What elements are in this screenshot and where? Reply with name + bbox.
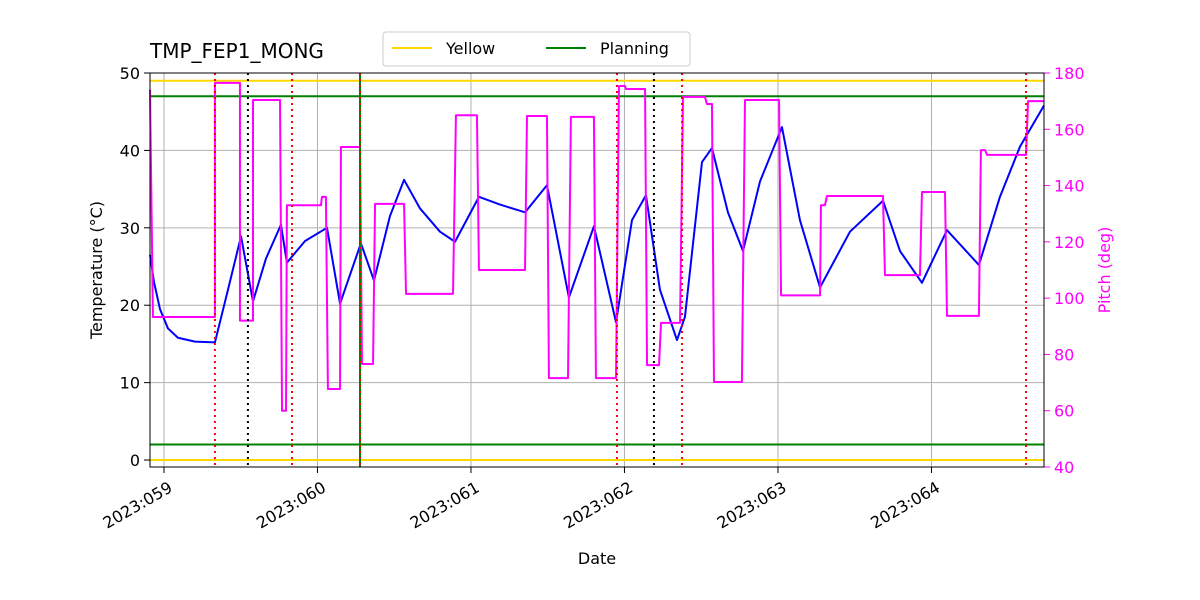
x-axis-label: Date — [578, 549, 616, 568]
y2-tick-label: 80 — [1054, 345, 1074, 364]
plot-frame — [149, 72, 1045, 468]
legend-label: Yellow — [445, 39, 495, 58]
y2-tick-label: 180 — [1054, 64, 1085, 83]
chart-title: TMP_FEP1_MONG — [149, 39, 324, 63]
data-line — [149, 81, 1044, 412]
y-axis-label: Temperature (°C) — [87, 201, 106, 340]
y-tick-label: 10 — [120, 374, 140, 393]
y2-tick-label: 100 — [1054, 289, 1085, 308]
y-tick-label: 0 — [130, 451, 140, 470]
y2-tick-label: 140 — [1054, 177, 1085, 196]
y2-tick-label: 40 — [1054, 458, 1074, 477]
y-tick-label: 20 — [120, 296, 140, 315]
y-tick-label: 50 — [120, 64, 140, 83]
y2-axis-label: Pitch (deg) — [1095, 227, 1114, 314]
y2-tick-label: 160 — [1054, 120, 1085, 139]
y2-tick-label: 120 — [1054, 233, 1085, 252]
y-tick-label: 30 — [120, 219, 140, 238]
legend — [382, 31, 691, 67]
y2-tick-label: 60 — [1054, 402, 1074, 421]
y-tick-label: 40 — [120, 141, 140, 160]
legend-label: Planning — [600, 39, 669, 58]
data-line — [149, 105, 1045, 344]
